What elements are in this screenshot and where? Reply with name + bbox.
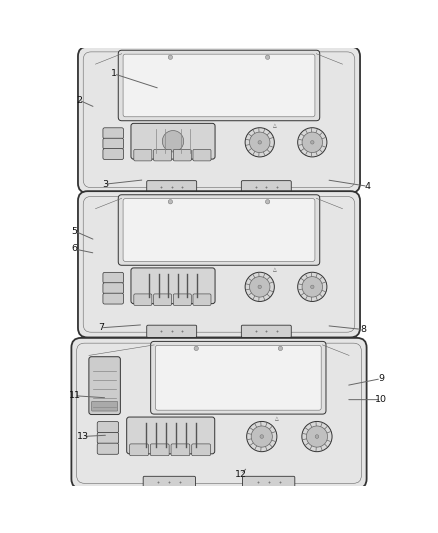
Circle shape (250, 277, 270, 297)
Text: 7: 7 (98, 324, 104, 332)
Text: 5: 5 (71, 227, 78, 236)
Text: △: △ (272, 268, 276, 272)
Circle shape (311, 141, 314, 144)
FancyBboxPatch shape (78, 191, 360, 337)
Circle shape (265, 55, 270, 59)
Circle shape (298, 128, 327, 157)
Circle shape (168, 199, 173, 204)
FancyBboxPatch shape (97, 432, 119, 443)
FancyBboxPatch shape (103, 138, 124, 149)
FancyBboxPatch shape (78, 46, 360, 193)
Circle shape (258, 285, 261, 288)
FancyBboxPatch shape (71, 338, 367, 489)
FancyBboxPatch shape (131, 268, 215, 304)
FancyBboxPatch shape (155, 345, 321, 410)
Circle shape (194, 346, 198, 351)
Text: 2: 2 (76, 95, 82, 104)
Circle shape (278, 346, 283, 351)
Text: 3: 3 (102, 180, 108, 189)
Text: 6: 6 (71, 245, 78, 254)
Text: 1: 1 (111, 69, 117, 78)
FancyBboxPatch shape (97, 443, 119, 454)
FancyBboxPatch shape (173, 149, 191, 161)
Text: 12: 12 (235, 470, 247, 479)
Circle shape (162, 131, 184, 152)
Circle shape (245, 128, 274, 157)
Circle shape (315, 435, 319, 438)
Circle shape (311, 285, 314, 288)
FancyBboxPatch shape (103, 293, 124, 304)
FancyBboxPatch shape (118, 195, 320, 265)
FancyBboxPatch shape (241, 325, 291, 337)
FancyBboxPatch shape (83, 197, 355, 332)
Circle shape (307, 426, 328, 447)
FancyBboxPatch shape (83, 52, 355, 188)
Circle shape (302, 422, 332, 451)
FancyBboxPatch shape (150, 444, 169, 456)
Circle shape (247, 422, 277, 451)
FancyBboxPatch shape (243, 477, 295, 489)
Circle shape (168, 55, 173, 59)
Text: 9: 9 (378, 374, 384, 383)
FancyBboxPatch shape (127, 417, 215, 454)
Circle shape (250, 132, 270, 152)
Circle shape (265, 199, 270, 204)
Text: 11: 11 (68, 391, 81, 400)
FancyBboxPatch shape (118, 50, 320, 121)
FancyBboxPatch shape (123, 54, 315, 117)
Circle shape (302, 132, 322, 152)
FancyBboxPatch shape (103, 272, 124, 283)
FancyBboxPatch shape (77, 343, 361, 483)
FancyBboxPatch shape (89, 357, 120, 415)
FancyBboxPatch shape (193, 149, 211, 161)
FancyBboxPatch shape (154, 149, 172, 161)
FancyBboxPatch shape (134, 294, 152, 305)
Circle shape (258, 141, 261, 144)
Text: △: △ (276, 417, 279, 422)
FancyBboxPatch shape (92, 401, 118, 411)
FancyBboxPatch shape (103, 128, 124, 139)
Text: 13: 13 (77, 432, 89, 441)
FancyBboxPatch shape (147, 325, 197, 337)
FancyBboxPatch shape (123, 199, 315, 261)
FancyBboxPatch shape (134, 149, 152, 161)
FancyBboxPatch shape (131, 123, 215, 159)
Circle shape (251, 426, 272, 447)
Text: 4: 4 (365, 182, 371, 191)
FancyBboxPatch shape (103, 149, 124, 159)
FancyBboxPatch shape (193, 294, 211, 305)
FancyBboxPatch shape (192, 444, 211, 456)
Text: 10: 10 (375, 395, 387, 404)
FancyBboxPatch shape (103, 282, 124, 294)
FancyBboxPatch shape (241, 181, 291, 193)
Circle shape (302, 277, 322, 297)
FancyBboxPatch shape (173, 294, 191, 305)
Circle shape (260, 435, 264, 438)
FancyBboxPatch shape (143, 477, 195, 489)
FancyBboxPatch shape (147, 181, 197, 193)
Circle shape (245, 272, 274, 302)
FancyBboxPatch shape (97, 422, 119, 433)
Text: 8: 8 (360, 325, 367, 334)
FancyBboxPatch shape (171, 444, 190, 456)
FancyBboxPatch shape (151, 342, 326, 414)
FancyBboxPatch shape (130, 444, 148, 456)
Text: △: △ (272, 123, 276, 128)
Circle shape (298, 272, 327, 302)
FancyBboxPatch shape (154, 294, 172, 305)
